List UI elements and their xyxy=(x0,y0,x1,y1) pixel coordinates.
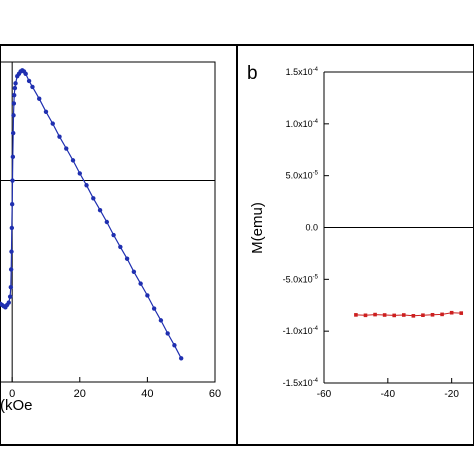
panel-b-data-point xyxy=(430,312,435,317)
panel-a-data-point xyxy=(6,300,11,305)
panel-b-y-tick-label: -1.5x10-4 xyxy=(283,378,319,388)
panel-a-data-point xyxy=(151,306,157,311)
panel-a-x-tick-label: 20 xyxy=(74,388,86,400)
panel-b-y-ticks: 1.5x10-4 1.0x10-4 5.0x10-5 0.0 -5.0x10-5 -1.0… xyxy=(283,67,329,388)
panel-a-data-point xyxy=(111,232,116,238)
panel-a-data-point xyxy=(10,154,16,160)
panel-a-x-tick-label: 60 xyxy=(209,388,221,400)
panel-a-data-point xyxy=(10,130,16,136)
panel-b-x-tick-label: -40 xyxy=(381,389,396,400)
panel-a-data-point xyxy=(11,101,17,106)
panel-a-data-point xyxy=(10,178,15,183)
panel-a-series-line xyxy=(0,69,182,359)
panel-b-points xyxy=(354,310,464,318)
panel-a-data-point xyxy=(138,281,143,286)
panel-b-label: b xyxy=(247,63,258,84)
panel-a-data-point xyxy=(11,113,16,118)
panel-b-data-point xyxy=(363,313,368,318)
panel-a-data-point xyxy=(70,158,76,163)
panel-a-x-axis-label: (kOe xyxy=(0,397,33,414)
panel-b-data-point xyxy=(354,313,358,317)
panel-a: 0 20 40 60 (kOe xyxy=(0,61,221,414)
panel-a-data-point xyxy=(8,284,14,290)
panel-a-data-point xyxy=(97,207,103,213)
panel-a-data-point xyxy=(30,84,35,90)
panel-b-x-ticks: -60 -40 -20 xyxy=(317,378,459,400)
panel-a-data-point xyxy=(64,146,69,151)
panel-b-data-point xyxy=(411,314,416,318)
panel-b-y-tick-label: -5.0x10-5 xyxy=(283,274,319,284)
panel-a-x-tick-label: 40 xyxy=(141,388,153,400)
panel-b-y-tick-label: 1.0x10-4 xyxy=(286,119,319,129)
panel-b-y-tick-label: 1.5x10-4 xyxy=(286,67,319,77)
panel-a-data-point xyxy=(43,109,49,114)
panel-b-data-point xyxy=(382,313,387,317)
panel-a-data-point xyxy=(178,356,184,361)
panel-a-data-point xyxy=(57,134,62,139)
panel-a-data-point xyxy=(84,183,89,188)
panel-b-data-point xyxy=(421,313,425,318)
panel-b: 1.5x10-4 1.0x10-4 5.0x10-5 0.0 -5.0x10-5 -1.0… xyxy=(247,63,474,400)
panel-a-data-point xyxy=(26,78,32,84)
panel-b-data-point xyxy=(459,311,464,315)
panel-a-data-point xyxy=(118,244,123,250)
panel-a-data-point xyxy=(23,71,28,77)
panel-b-y-tick-label: -1.0x10-4 xyxy=(283,326,319,336)
panel-b-data-point xyxy=(401,313,406,317)
panel-a-data-point xyxy=(104,219,110,225)
panel-a-data-point xyxy=(158,318,164,323)
panel-a-plot-area xyxy=(0,61,216,383)
panel-a-data-point xyxy=(9,249,14,254)
panel-a-data-point xyxy=(37,96,42,101)
panel-a-data-point xyxy=(145,293,150,298)
panel-a-data-point xyxy=(12,85,18,91)
panel-a-data-point xyxy=(124,256,130,261)
panel-a-x-tick-label: 0 xyxy=(9,388,15,400)
panel-a-data-point xyxy=(13,81,18,86)
panel-b-data-point xyxy=(373,312,377,317)
panel-a-data-point xyxy=(91,196,96,201)
panel-b-x-tick-label: -20 xyxy=(444,389,459,400)
panel-a-data-point xyxy=(8,267,14,272)
panel-b-data-point xyxy=(392,313,397,318)
panel-b-data-point xyxy=(449,310,454,315)
panel-a-points xyxy=(0,68,184,361)
panel-a-data-point xyxy=(7,294,13,299)
panel-b-data-point xyxy=(440,312,444,317)
panel-a-data-point xyxy=(9,225,15,231)
panel-a-data-point xyxy=(9,202,15,207)
panel-a-data-point xyxy=(172,343,177,348)
panel-b-y-axis-label: M(emu) xyxy=(249,202,266,254)
panel-a-data-point xyxy=(50,121,55,126)
panel-a-data-point xyxy=(165,331,170,336)
panel-b-y-tick-label: 0.0 xyxy=(305,223,318,233)
panel-a-data-point xyxy=(131,269,137,274)
panel-a-data-point xyxy=(77,171,82,176)
panel-b-series-line xyxy=(355,312,462,317)
panel-b-x-tick-label: -60 xyxy=(317,389,332,400)
panel-a-data-point xyxy=(11,92,17,98)
panel-a-x-ticks: 0 20 40 60 xyxy=(9,377,221,400)
panel-b-y-tick-label: 5.0x10-5 xyxy=(286,171,319,181)
